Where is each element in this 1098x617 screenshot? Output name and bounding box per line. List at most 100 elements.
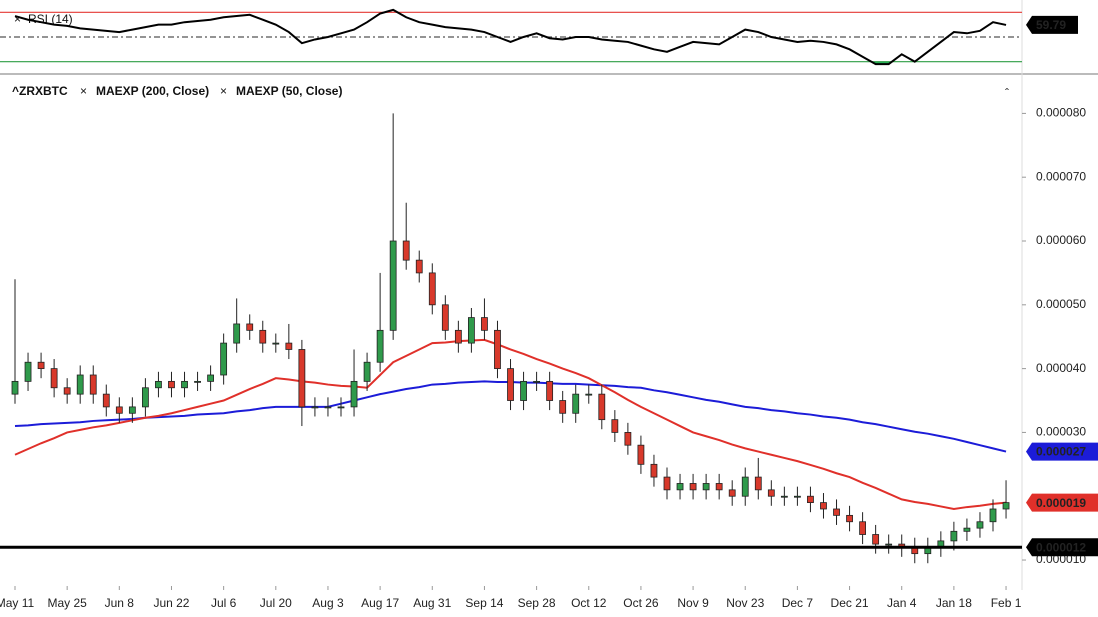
candle-body [533, 380, 540, 383]
x-tick-label: Oct 12 [571, 596, 607, 610]
candle-body [415, 259, 423, 274]
x-tick-label: Jan 4 [887, 596, 917, 610]
candle-body [454, 329, 462, 344]
candle-body [350, 380, 358, 408]
x-tick-label: Dec 21 [831, 596, 869, 610]
candle-body [467, 317, 475, 344]
x-tick-label: Dec 7 [782, 596, 814, 610]
candle-body [507, 368, 514, 401]
price-label: 0.000012 [1036, 540, 1086, 554]
candle-body [389, 240, 397, 331]
x-tick-label: Jun 8 [105, 596, 135, 610]
candle-body [220, 342, 228, 376]
candle-body [728, 489, 736, 497]
plot-area [11, 113, 1010, 564]
candle-body [115, 406, 123, 414]
collapse-icon[interactable]: ˆ [1005, 86, 1009, 100]
x-tick-label: May 11 [0, 596, 35, 610]
candle-body [37, 361, 45, 370]
y-tick-label: 0.000060 [1036, 233, 1086, 247]
candle-body [807, 495, 814, 504]
candle-body [311, 406, 319, 409]
candle-body [559, 400, 567, 414]
candle-body [963, 527, 971, 532]
x-tick-label: Nov 9 [677, 596, 709, 610]
candle-body [141, 387, 149, 408]
candle-body [259, 329, 267, 344]
candle-body [494, 329, 501, 370]
candle-body [50, 368, 58, 389]
candle-body [102, 393, 110, 408]
candle-body [63, 387, 71, 395]
candle-body [1002, 502, 1010, 510]
y-tick-label: 0.000080 [1036, 106, 1086, 120]
legend-label: MAEXP (200, Close) [96, 84, 209, 98]
candle-body [833, 508, 840, 516]
x-tick-label: Jul 6 [211, 596, 237, 610]
candle-body [285, 342, 293, 350]
candle-body [820, 502, 827, 510]
candle-body [181, 380, 188, 389]
y-tick-label: 0.000050 [1036, 297, 1086, 311]
x-tick-label: Jul 20 [260, 596, 292, 610]
rsi-area [0, 8, 1022, 66]
price-label-box [1026, 538, 1098, 557]
candle-body [650, 463, 658, 478]
candle-body [376, 329, 384, 363]
price-label: 0.000027 [1036, 445, 1086, 459]
candle-body [767, 489, 775, 497]
candle-body [337, 406, 345, 409]
x-tick-label: Sep 14 [465, 596, 503, 610]
legend-icon: × [220, 84, 227, 98]
candle-body [441, 304, 449, 331]
ma-line [14, 338, 1007, 511]
rsi-value-box [1026, 15, 1078, 34]
x-tick-label: Aug 3 [312, 596, 344, 610]
candle-body [950, 530, 958, 542]
candle-body [246, 323, 254, 331]
chart-title: ^ZRXBTC [12, 84, 68, 98]
x-tick-label: Aug 31 [413, 596, 451, 610]
legend-icon: × [80, 84, 87, 98]
candle-body [780, 495, 788, 498]
candle-body [76, 374, 84, 395]
candle-body [324, 406, 332, 409]
x-tick-label: Feb 1 [991, 596, 1022, 610]
price-label-box [1026, 442, 1098, 461]
candle-body [598, 393, 606, 421]
candle-body [846, 514, 853, 523]
candle-body [989, 508, 997, 523]
price-label: 0.000019 [1036, 496, 1086, 510]
candle-body [155, 380, 162, 389]
candle-body [24, 361, 32, 382]
x-tick-label: Jun 22 [153, 596, 189, 610]
rsi-value-label: 59.79 [1036, 18, 1066, 32]
candle-body [298, 349, 306, 408]
x-tick-label: May 25 [47, 596, 87, 610]
candle-body [637, 444, 645, 465]
candle-body [363, 361, 371, 382]
candle-body [859, 521, 866, 535]
candle-body [428, 272, 436, 306]
candle-body [194, 380, 201, 383]
candle-body [885, 543, 893, 546]
candle-body [689, 483, 697, 491]
candle-body [546, 380, 554, 401]
candle-body [481, 317, 488, 331]
candle-body [233, 323, 241, 344]
x-tick-label: Aug 17 [361, 596, 399, 610]
candle-body [128, 406, 136, 414]
x-tick-label: Sep 28 [518, 596, 556, 610]
price-label-box [1026, 493, 1098, 512]
candle-body [872, 534, 880, 545]
candle-body [663, 476, 671, 491]
y-tick-label: 0.000070 [1036, 169, 1086, 183]
candle-body [794, 495, 801, 498]
y-tick-label: 0.000030 [1036, 425, 1086, 439]
candle-body [520, 380, 527, 401]
candle-body [272, 342, 280, 345]
x-tick-label: Oct 26 [623, 596, 659, 610]
candle-body [89, 374, 97, 395]
x-tick-label: Jan 18 [936, 596, 972, 610]
